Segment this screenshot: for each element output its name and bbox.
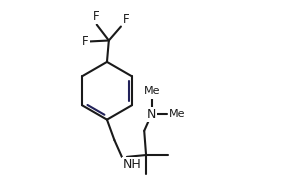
Text: Me: Me xyxy=(168,109,185,119)
Text: F: F xyxy=(82,35,89,48)
Text: N: N xyxy=(147,108,156,121)
Text: F: F xyxy=(123,13,129,26)
Text: —: — xyxy=(146,88,157,98)
Text: F: F xyxy=(93,10,99,23)
Text: Me: Me xyxy=(143,86,160,96)
Text: NH: NH xyxy=(123,158,141,171)
